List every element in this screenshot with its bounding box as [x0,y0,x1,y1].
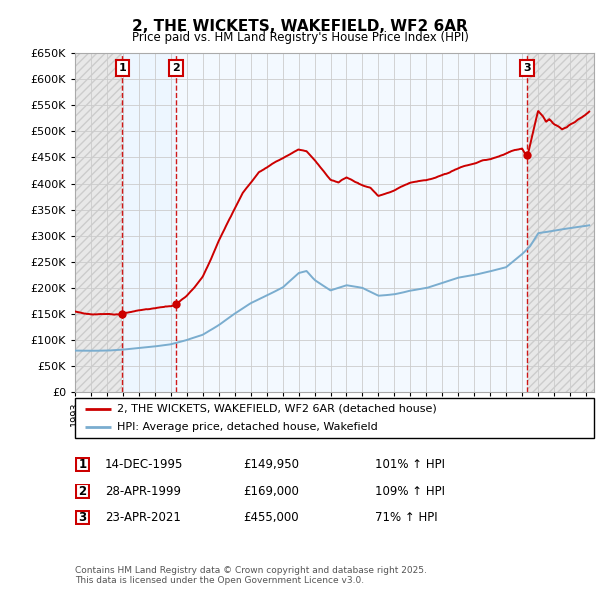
Text: 101% ↑ HPI: 101% ↑ HPI [375,458,445,471]
Bar [122,53,176,392]
Bar [176,53,527,392]
Text: 2: 2 [79,484,86,497]
Text: £169,000: £169,000 [243,484,299,497]
Text: 2: 2 [172,63,180,73]
Text: 2, THE WICKETS, WAKEFIELD, WF2 6AR: 2, THE WICKETS, WAKEFIELD, WF2 6AR [132,19,468,34]
Text: 23-APR-2021: 23-APR-2021 [105,511,181,524]
Text: 1: 1 [79,458,86,471]
Text: 2, THE WICKETS, WAKEFIELD, WF2 6AR (detached house): 2, THE WICKETS, WAKEFIELD, WF2 6AR (deta… [116,404,436,414]
Text: 1: 1 [118,63,126,73]
Text: Contains HM Land Registry data © Crown copyright and database right 2025.
This d: Contains HM Land Registry data © Crown c… [75,566,427,585]
Text: 28-APR-1999: 28-APR-1999 [105,484,181,497]
Text: 3: 3 [79,511,86,524]
Text: 3: 3 [523,63,531,73]
Text: HPI: Average price, detached house, Wakefield: HPI: Average price, detached house, Wake… [116,422,377,432]
Text: £455,000: £455,000 [243,511,299,524]
Text: 14-DEC-1995: 14-DEC-1995 [105,458,184,471]
Text: £149,950: £149,950 [243,458,299,471]
Text: 109% ↑ HPI: 109% ↑ HPI [375,484,445,497]
Text: 71% ↑ HPI: 71% ↑ HPI [375,511,437,524]
Text: Price paid vs. HM Land Registry's House Price Index (HPI): Price paid vs. HM Land Registry's House … [131,31,469,44]
